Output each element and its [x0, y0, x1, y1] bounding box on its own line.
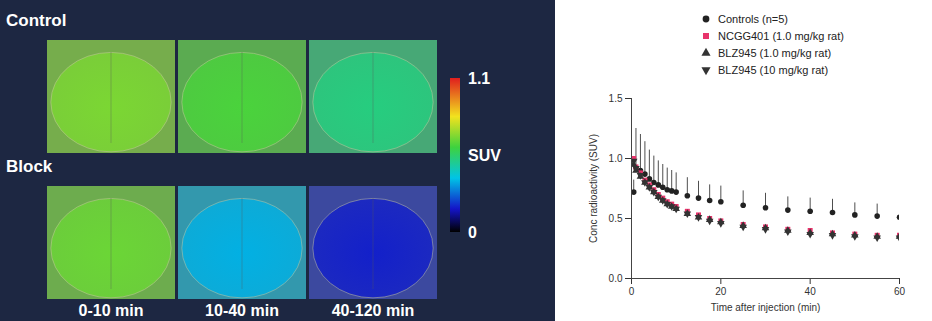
svg-text:1.0: 1.0	[609, 153, 623, 164]
svg-text:0-10 min: 0-10 min	[79, 302, 144, 319]
svg-text:0.0: 0.0	[609, 273, 623, 284]
svg-text:Block: Block	[6, 157, 53, 176]
svg-text:40-120 min: 40-120 min	[332, 302, 415, 319]
svg-text:1.5: 1.5	[609, 93, 623, 104]
svg-text:40: 40	[805, 286, 817, 297]
svg-text:1.1: 1.1	[468, 70, 490, 87]
svg-text:0.5: 0.5	[609, 213, 623, 224]
svg-text:0: 0	[468, 224, 477, 241]
svg-text:SUV: SUV	[468, 147, 501, 164]
html-text:BLZ945 (1.0 mg/kg rat): BLZ945 (1.0 mg/kg rat)	[718, 46, 832, 59]
html-text:Controls (n=5): Controls (n=5)	[718, 12, 788, 25]
svg-text:Time after injection (min): Time after injection (min)	[711, 302, 821, 313]
svg-text:Control: Control	[6, 11, 66, 30]
svg-text:0: 0	[629, 286, 635, 297]
svg-text:Conc radioactivity (SUV): Conc radioactivity (SUV)	[588, 134, 599, 243]
svg-text:60: 60	[894, 286, 906, 297]
svg-text:10-40 min: 10-40 min	[205, 302, 279, 319]
html-text:NCGG401 (1.0 mg/kg rat): NCGG401 (1.0 mg/kg rat)	[718, 29, 844, 42]
html-text:BLZ945 (10 mg/kg rat): BLZ945 (10 mg/kg rat)	[718, 63, 829, 76]
svg-text:20: 20	[715, 286, 727, 297]
